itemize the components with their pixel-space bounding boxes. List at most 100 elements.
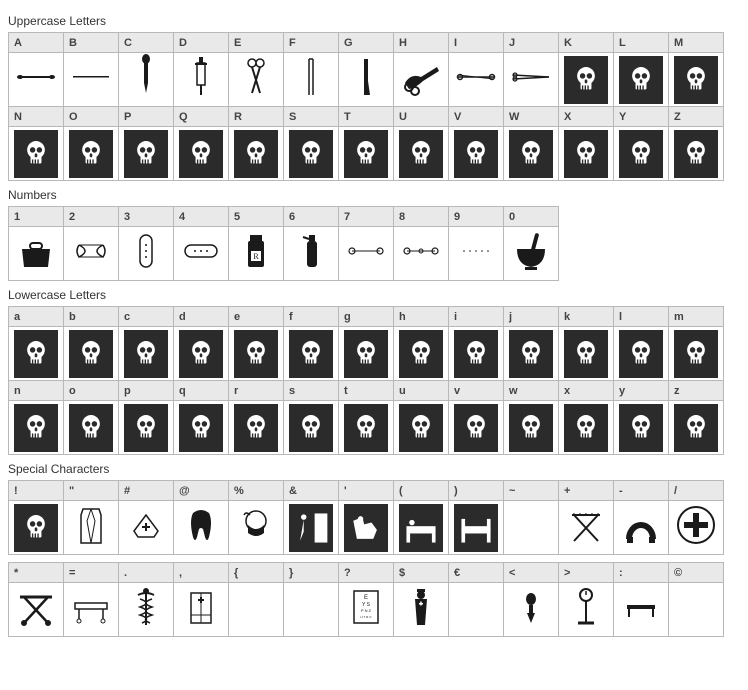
charmap-cell[interactable]: g	[338, 306, 394, 381]
charmap-cell[interactable]: €	[448, 562, 504, 637]
charmap-cell[interactable]: @	[173, 480, 229, 555]
charmap-cell[interactable]: 6	[283, 206, 339, 281]
charmap-cell[interactable]: K	[558, 32, 614, 107]
charmap-cell[interactable]: }	[283, 562, 339, 637]
charmap-cell[interactable]: 5R	[228, 206, 284, 281]
charmap-cell[interactable]: t	[338, 380, 394, 455]
charmap-cell[interactable]: N	[8, 106, 64, 181]
charmap-cell[interactable]: "	[63, 480, 119, 555]
charmap-cell[interactable]: n	[8, 380, 64, 455]
charmap-cell[interactable]: H	[393, 32, 449, 107]
cell-glyph	[449, 583, 503, 636]
cell-glyph	[449, 401, 503, 454]
charmap-cell[interactable]: /	[668, 480, 724, 555]
charmap-cell[interactable]: R	[228, 106, 284, 181]
charmap-cell[interactable]: m	[668, 306, 724, 381]
charmap-cell[interactable]: E	[228, 32, 284, 107]
charmap-cell[interactable]: v	[448, 380, 504, 455]
charmap-cell[interactable]: 3	[118, 206, 174, 281]
charmap-cell[interactable]: C	[118, 32, 174, 107]
charmap-cell[interactable]: S	[283, 106, 339, 181]
charmap-cell[interactable]: 4	[173, 206, 229, 281]
charmap-cell[interactable]: b	[63, 306, 119, 381]
charmap-cell[interactable]: a	[8, 306, 64, 381]
charmap-cell[interactable]: O	[63, 106, 119, 181]
charmap-cell[interactable]: ~	[503, 480, 559, 555]
charmap-cell[interactable]: y	[613, 380, 669, 455]
charmap-cell[interactable]: u	[393, 380, 449, 455]
charmap-cell[interactable]: z	[668, 380, 724, 455]
charmap-cell[interactable]: 0	[503, 206, 559, 281]
charmap-cell[interactable]: q	[173, 380, 229, 455]
charmap-cell[interactable]: ,	[173, 562, 229, 637]
charmap-cell[interactable]: ©	[668, 562, 724, 637]
charmap-cell[interactable]: 7	[338, 206, 394, 281]
charmap-cell[interactable]: >	[558, 562, 614, 637]
cell-label: S	[284, 107, 338, 127]
charmap-cell[interactable]: D	[173, 32, 229, 107]
cell-glyph	[669, 53, 723, 106]
charmap-cell[interactable]: d	[173, 306, 229, 381]
pictogram-icon	[399, 504, 443, 552]
charmap-cell[interactable]: P	[118, 106, 174, 181]
charmap-cell[interactable]: G	[338, 32, 394, 107]
charmap-cell[interactable]: Q	[173, 106, 229, 181]
charmap-cell[interactable]: 2	[63, 206, 119, 281]
charmap-cell[interactable]: 1	[8, 206, 64, 281]
charmap-cell[interactable]: %	[228, 480, 284, 555]
charmap-cell[interactable]: 9	[448, 206, 504, 281]
charmap-cell[interactable]: Y	[613, 106, 669, 181]
charmap-cell[interactable]: e	[228, 306, 284, 381]
charmap-cell[interactable]: o	[63, 380, 119, 455]
charmap-cell[interactable]: A	[8, 32, 64, 107]
charmap-cell[interactable]: V	[448, 106, 504, 181]
charmap-cell[interactable]: X	[558, 106, 614, 181]
charmap-cell[interactable]: &	[283, 480, 339, 555]
charmap-cell[interactable]: J	[503, 32, 559, 107]
charmap-cell[interactable]: T	[338, 106, 394, 181]
charmap-cell[interactable]: M	[668, 32, 724, 107]
charmap-cell[interactable]: *	[8, 562, 64, 637]
charmap-cell[interactable]: +	[558, 480, 614, 555]
charmap-cell[interactable]: '	[338, 480, 394, 555]
charmap-cell[interactable]: r	[228, 380, 284, 455]
charmap-cell[interactable]: !	[8, 480, 64, 555]
charmap-cell[interactable]: )	[448, 480, 504, 555]
charmap-cell[interactable]: x	[558, 380, 614, 455]
charmap-cell[interactable]: l	[613, 306, 669, 381]
cell-glyph	[9, 501, 63, 554]
charmap-cell[interactable]: <	[503, 562, 559, 637]
charmap-cell[interactable]: s	[283, 380, 339, 455]
charmap-cell[interactable]: ?EY SP N ZH T R O	[338, 562, 394, 637]
skull-icon	[509, 330, 553, 378]
charmap-cell[interactable]: f	[283, 306, 339, 381]
charmap-cell[interactable]: k	[558, 306, 614, 381]
charmap-cell[interactable]: (	[393, 480, 449, 555]
charmap-cell[interactable]: {	[228, 562, 284, 637]
cell-glyph	[614, 327, 668, 380]
cell-glyph	[9, 53, 63, 106]
charmap-cell[interactable]: h	[393, 306, 449, 381]
charmap-cell[interactable]: .	[118, 562, 174, 637]
charmap-cell[interactable]: i	[448, 306, 504, 381]
charmap-cell[interactable]: -	[613, 480, 669, 555]
charmap-cell[interactable]: #	[118, 480, 174, 555]
charmap-cell[interactable]: :	[613, 562, 669, 637]
charmap-cell[interactable]: 8	[393, 206, 449, 281]
charmap-cell[interactable]: B	[63, 32, 119, 107]
charmap-cell[interactable]: w	[503, 380, 559, 455]
charmap-cell[interactable]: j	[503, 306, 559, 381]
skull-icon	[564, 404, 608, 452]
charmap-cell[interactable]: F	[283, 32, 339, 107]
charmap-cell[interactable]: L	[613, 32, 669, 107]
charmap-cell[interactable]: c	[118, 306, 174, 381]
svg-text:E: E	[364, 595, 368, 601]
charmap-cell[interactable]: U	[393, 106, 449, 181]
charmap-cell[interactable]: p	[118, 380, 174, 455]
charmap-cell[interactable]: Z	[668, 106, 724, 181]
charmap-cell[interactable]: I	[448, 32, 504, 107]
charmap-cell[interactable]: W	[503, 106, 559, 181]
charmap-cell[interactable]: =	[63, 562, 119, 637]
charmap-cell[interactable]: $	[393, 562, 449, 637]
cell-label: z	[669, 381, 723, 401]
